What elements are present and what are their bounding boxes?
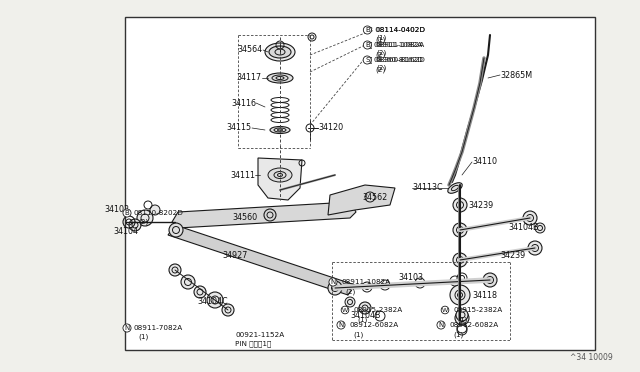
Text: (1): (1) <box>376 35 387 41</box>
Text: W: W <box>342 308 348 312</box>
Polygon shape <box>258 158 302 200</box>
Circle shape <box>359 302 371 314</box>
Text: (2): (2) <box>375 67 385 73</box>
Text: B: B <box>125 210 129 216</box>
Text: S: S <box>365 57 369 63</box>
Text: 08911-1082A: 08911-1082A <box>374 42 423 48</box>
Text: N: N <box>330 279 335 285</box>
Circle shape <box>137 210 153 226</box>
Text: 34120: 34120 <box>318 124 343 132</box>
Text: 34562: 34562 <box>362 193 387 202</box>
Ellipse shape <box>448 183 462 193</box>
Circle shape <box>453 198 467 212</box>
Text: 08114-0402D: 08114-0402D <box>375 27 425 33</box>
Text: 32865M: 32865M <box>500 71 532 80</box>
Text: (1): (1) <box>457 317 467 323</box>
Text: 08360-8162D: 08360-8162D <box>375 57 425 63</box>
Text: N: N <box>438 322 444 328</box>
Text: 34118: 34118 <box>472 291 497 299</box>
Polygon shape <box>172 202 356 228</box>
Text: Ⓑ: Ⓑ <box>367 42 372 48</box>
Circle shape <box>194 286 206 298</box>
Text: 34104: 34104 <box>113 228 138 237</box>
Text: 00921-1152A: 00921-1152A <box>235 332 284 338</box>
Text: 34104C: 34104C <box>197 298 228 307</box>
Text: (1): (1) <box>357 317 367 323</box>
Circle shape <box>535 223 545 233</box>
Text: 34103: 34103 <box>398 273 423 282</box>
Text: W: W <box>442 308 448 312</box>
Text: 34564: 34564 <box>238 45 263 55</box>
Circle shape <box>345 297 355 307</box>
Text: (1): (1) <box>138 334 148 340</box>
Text: 08110-8202D: 08110-8202D <box>133 210 183 216</box>
Text: 34560: 34560 <box>233 212 258 221</box>
Text: 34239: 34239 <box>468 201 493 209</box>
Circle shape <box>455 311 469 325</box>
Text: 08911-1082A: 08911-1082A <box>375 42 424 48</box>
Ellipse shape <box>269 46 291 58</box>
Text: 34113C: 34113C <box>412 183 443 192</box>
Polygon shape <box>328 185 395 215</box>
Text: (2): (2) <box>375 52 385 58</box>
Text: PIN ピン（1）: PIN ピン（1） <box>235 341 271 347</box>
Text: (2): (2) <box>376 65 387 71</box>
Ellipse shape <box>267 73 293 83</box>
Text: 08360-8162D: 08360-8162D <box>374 57 424 63</box>
Circle shape <box>528 241 542 255</box>
Circle shape <box>169 223 183 237</box>
Text: 08911-7082A: 08911-7082A <box>134 325 183 331</box>
Text: 34115: 34115 <box>227 124 252 132</box>
Text: (1): (1) <box>375 37 385 43</box>
Text: 34239: 34239 <box>500 250 525 260</box>
Circle shape <box>483 273 497 287</box>
Text: 34117: 34117 <box>237 74 262 83</box>
Text: 34104B: 34104B <box>508 224 538 232</box>
Text: 08911-1082A: 08911-1082A <box>341 279 390 285</box>
Circle shape <box>169 264 181 276</box>
Text: 34116: 34116 <box>231 99 256 108</box>
Text: (2): (2) <box>376 50 387 56</box>
Text: 08915-2382A: 08915-2382A <box>353 307 403 313</box>
Polygon shape <box>168 225 355 295</box>
Text: ^34 10009: ^34 10009 <box>570 353 612 362</box>
Circle shape <box>150 205 160 215</box>
Circle shape <box>328 281 342 295</box>
Circle shape <box>523 211 537 225</box>
Ellipse shape <box>265 43 295 61</box>
Text: 34104B: 34104B <box>350 311 381 320</box>
Circle shape <box>453 253 467 267</box>
Circle shape <box>129 219 141 231</box>
Circle shape <box>453 223 467 237</box>
Text: 34927: 34927 <box>223 250 248 260</box>
Bar <box>125 17 595 350</box>
Text: B: B <box>365 42 370 48</box>
Circle shape <box>222 304 234 316</box>
Circle shape <box>456 309 468 321</box>
Text: N: N <box>124 325 130 331</box>
Text: Ⓢ: Ⓢ <box>367 57 372 63</box>
Text: 08915-2382A: 08915-2382A <box>453 307 502 313</box>
Ellipse shape <box>270 126 290 134</box>
Text: N: N <box>339 322 344 328</box>
Text: (2): (2) <box>138 219 148 225</box>
Text: (1): (1) <box>353 332 364 338</box>
Text: 08912-6082A: 08912-6082A <box>349 322 398 328</box>
Circle shape <box>450 285 470 305</box>
Circle shape <box>181 275 195 289</box>
Text: 08912-6082A: 08912-6082A <box>449 322 499 328</box>
Text: B: B <box>365 27 370 33</box>
Text: 34111: 34111 <box>230 170 255 180</box>
Text: 34102: 34102 <box>105 205 130 215</box>
Text: (1): (1) <box>453 332 463 338</box>
Ellipse shape <box>268 168 292 182</box>
Text: (2): (2) <box>345 289 355 295</box>
Text: B 08114-0402D: B 08114-0402D <box>368 27 425 33</box>
Text: 34110: 34110 <box>472 157 497 167</box>
Circle shape <box>207 292 223 308</box>
